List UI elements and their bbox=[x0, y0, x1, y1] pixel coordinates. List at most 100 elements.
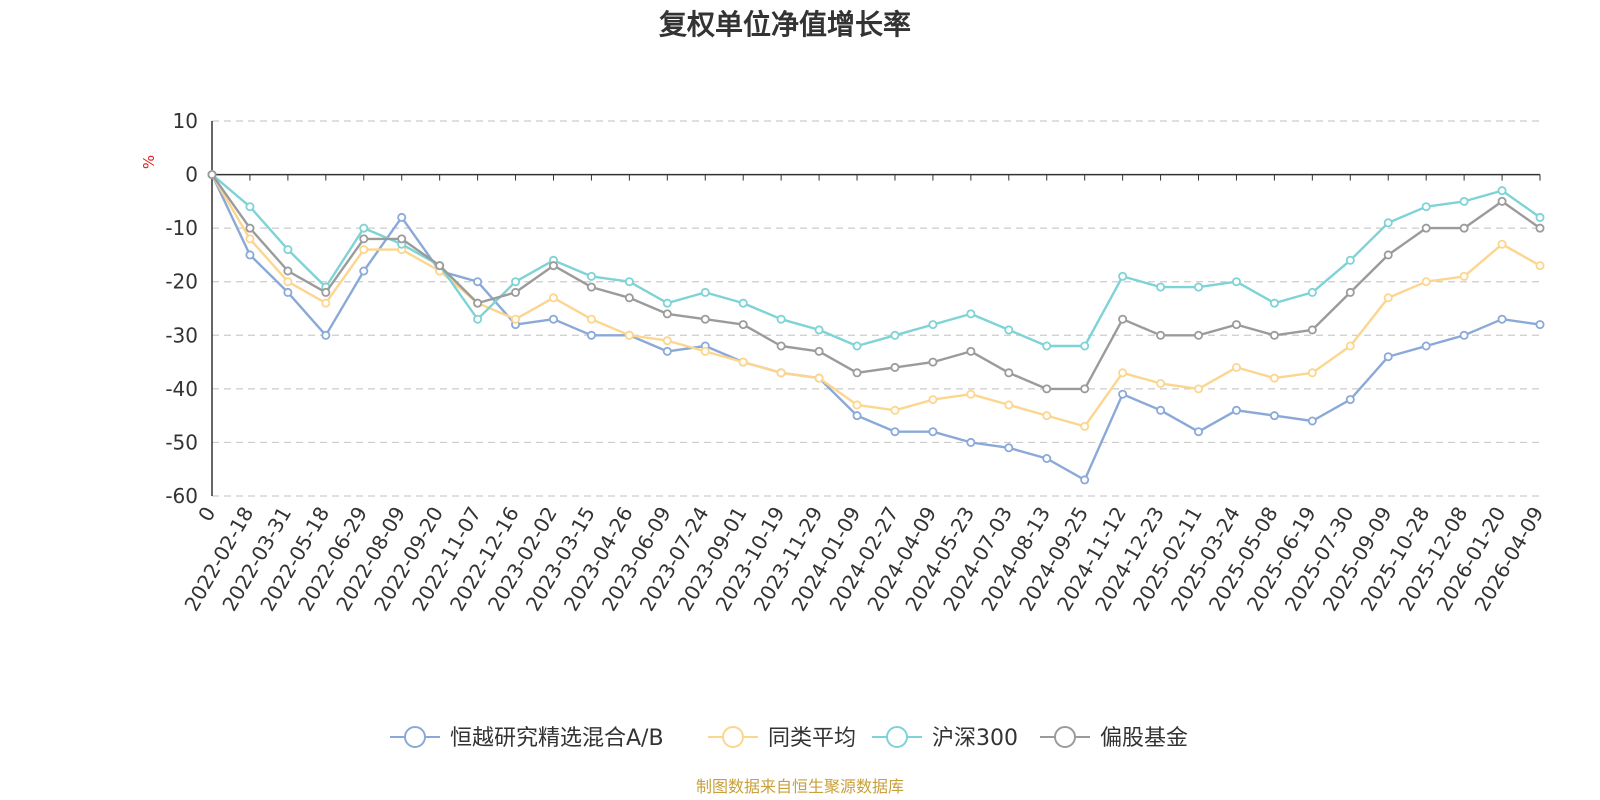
chart-title: 复权单位净值增长率 bbox=[659, 8, 911, 41]
data-point bbox=[890, 405, 900, 415]
legend-item-0[interactable]: 恒越研究精选混合A/B bbox=[390, 726, 664, 751]
data-point bbox=[245, 250, 255, 260]
data-point bbox=[624, 293, 634, 303]
data-point bbox=[473, 314, 483, 324]
data-point bbox=[283, 277, 293, 287]
series-line-3 bbox=[211, 173, 1541, 391]
legend-item-3[interactable]: 偏股基金 bbox=[1040, 726, 1188, 751]
legend-marker-icon bbox=[404, 726, 426, 748]
data-point bbox=[852, 341, 862, 351]
data-point bbox=[1194, 282, 1204, 292]
data-point bbox=[586, 314, 596, 324]
data-point bbox=[321, 287, 331, 297]
data-point bbox=[1156, 282, 1166, 292]
data-point bbox=[1231, 320, 1241, 330]
y-axis-ticks: 10 0 -10 -20 -30 -40 -50 -60 bbox=[165, 109, 198, 508]
y-tick-label: 0 bbox=[185, 163, 198, 187]
series-lines bbox=[207, 170, 1545, 485]
data-point bbox=[700, 287, 710, 297]
legend-item-2[interactable]: 沪深300 bbox=[872, 726, 1018, 751]
data-point bbox=[1269, 411, 1279, 421]
y-tick-label: -20 bbox=[165, 270, 198, 294]
data-point bbox=[1194, 384, 1204, 394]
data-point bbox=[1421, 277, 1431, 287]
data-point bbox=[852, 411, 862, 421]
data-point bbox=[1231, 362, 1241, 372]
data-point bbox=[1231, 277, 1241, 287]
series-line-1 bbox=[210, 173, 1541, 428]
data-point bbox=[928, 320, 938, 330]
data-point bbox=[776, 368, 786, 378]
data-point bbox=[1042, 411, 1052, 421]
data-point bbox=[1459, 330, 1469, 340]
data-point bbox=[1269, 298, 1279, 308]
data-point bbox=[1118, 389, 1128, 399]
data-point bbox=[624, 277, 634, 287]
legend-marker-icon bbox=[722, 726, 744, 748]
data-point bbox=[1004, 368, 1014, 378]
data-point bbox=[1004, 400, 1014, 410]
x-tick-label: 0 bbox=[193, 503, 220, 526]
data-point bbox=[359, 245, 369, 255]
data-point bbox=[1231, 405, 1241, 415]
data-point bbox=[1156, 405, 1166, 415]
legend-item-1[interactable]: 同类平均 bbox=[708, 726, 856, 751]
data-point bbox=[1535, 212, 1545, 222]
series-line-2 bbox=[211, 173, 1541, 348]
data-point bbox=[966, 309, 976, 319]
data-point bbox=[1042, 453, 1052, 463]
data-point bbox=[890, 427, 900, 437]
legend-label: 恒越研究精选混合A/B bbox=[450, 726, 664, 751]
data-point bbox=[966, 437, 976, 447]
data-point bbox=[1118, 271, 1128, 281]
data-point bbox=[511, 277, 521, 287]
data-point bbox=[852, 400, 862, 410]
data-point bbox=[1383, 218, 1393, 228]
data-point bbox=[283, 287, 293, 297]
data-point bbox=[1118, 314, 1128, 324]
data-point bbox=[852, 368, 862, 378]
data-point bbox=[397, 212, 407, 222]
data-point bbox=[1118, 368, 1128, 378]
y-tick-label: -30 bbox=[165, 323, 198, 347]
data-point bbox=[511, 287, 521, 297]
legend[interactable]: 恒越研究精选混合A/B 同类平均 沪深300 偏股基金 bbox=[390, 726, 1188, 751]
data-point bbox=[1080, 384, 1090, 394]
data-point bbox=[1080, 475, 1090, 485]
data-point bbox=[586, 282, 596, 292]
data-point bbox=[397, 234, 407, 244]
data-point bbox=[1497, 196, 1507, 206]
series-line-0 bbox=[210, 174, 1541, 482]
y-tick-label: -50 bbox=[165, 430, 198, 454]
data-point bbox=[1535, 261, 1545, 271]
data-point bbox=[1194, 330, 1204, 340]
data-point bbox=[814, 325, 824, 335]
data-point bbox=[245, 202, 255, 212]
data-point bbox=[966, 346, 976, 356]
y-tick-label: -60 bbox=[165, 484, 198, 508]
data-point bbox=[1459, 196, 1469, 206]
data-point bbox=[776, 341, 786, 351]
data-point bbox=[662, 298, 672, 308]
legend-label: 偏股基金 bbox=[1100, 726, 1188, 751]
data-point bbox=[1307, 416, 1317, 426]
data-point bbox=[1042, 341, 1052, 351]
data-point bbox=[1459, 271, 1469, 281]
data-point bbox=[1004, 443, 1014, 453]
data-point bbox=[1383, 293, 1393, 303]
data-point bbox=[548, 261, 558, 271]
legend-label: 沪深300 bbox=[932, 726, 1018, 751]
data-point bbox=[473, 277, 483, 287]
data-point bbox=[1535, 223, 1545, 233]
legend-label: 同类平均 bbox=[768, 726, 856, 751]
data-point bbox=[321, 298, 331, 308]
data-point bbox=[1156, 330, 1166, 340]
data-point bbox=[1421, 223, 1431, 233]
data-point bbox=[1004, 325, 1014, 335]
data-point bbox=[207, 170, 217, 180]
data-point bbox=[473, 298, 483, 308]
axes bbox=[211, 121, 1540, 496]
data-point bbox=[624, 330, 634, 340]
y-tick-label: 10 bbox=[173, 109, 198, 133]
